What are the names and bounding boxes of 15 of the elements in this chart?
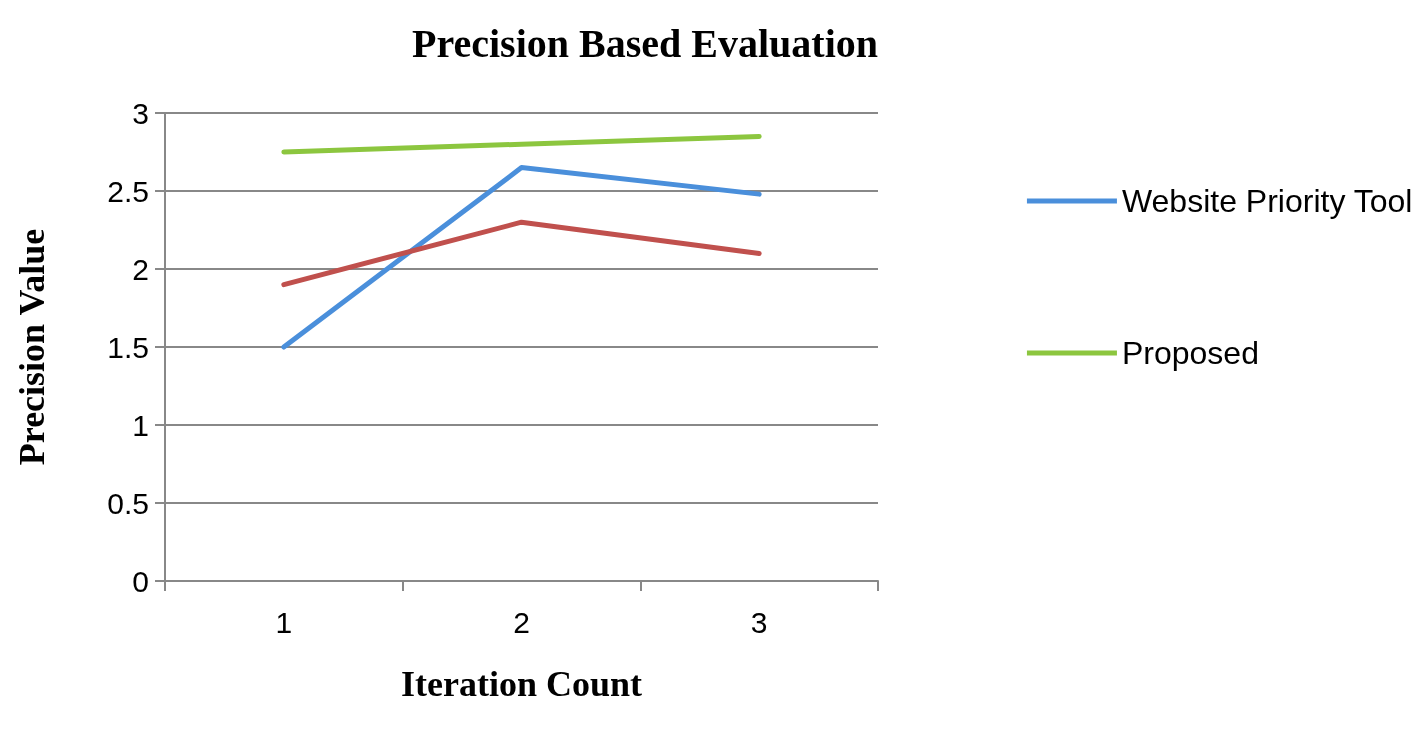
legend-label: Proposed bbox=[1121, 335, 1259, 371]
x-axis-title: Iteration Count bbox=[401, 664, 643, 704]
x-tick-label: 1 bbox=[275, 605, 293, 639]
y-tick-label: 1 bbox=[132, 408, 149, 442]
chart-title: Precision Based Evaluation bbox=[412, 20, 878, 66]
x-tick-label: 3 bbox=[750, 605, 768, 639]
legend-label: Website Priority Tool bbox=[1121, 183, 1413, 219]
y-tick-label: 3 bbox=[132, 96, 149, 130]
y-tick-label: 1.5 bbox=[107, 330, 149, 364]
y-tick-label: 2.5 bbox=[107, 174, 149, 208]
x-tick-label: 2 bbox=[513, 605, 530, 639]
y-tick-label: 0.5 bbox=[107, 486, 149, 520]
y-axis-title: Precision Value bbox=[12, 228, 52, 466]
y-tick-label: 0 bbox=[132, 564, 149, 598]
y-tick-label: 2 bbox=[132, 252, 149, 286]
